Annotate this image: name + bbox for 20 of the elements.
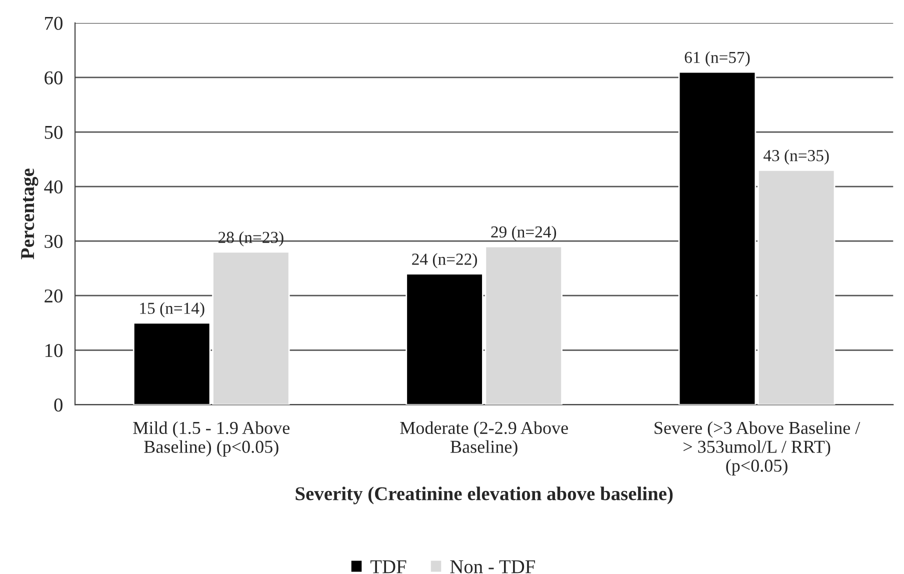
data-label: 24 (n=22) [412,253,477,268]
x-tick-label: Severe (>3 Above Baseline / > 353umol/L / RRT) (p<0.05) [654,421,860,476]
y-tick-label: 20 [44,289,62,303]
y-tick-label: 70 [45,16,62,30]
y-tick-label: 60 [44,71,62,84]
legend-label: TDF [370,560,406,574]
x-axis-title: Severity (Creatinine elevation above baseline) [296,486,673,504]
data-label: 61 (n=57) [684,51,750,66]
y-tick-label: 40 [44,180,62,194]
x-tick-label: Mild (1.5 - 1.9 Above Baseline) (p<0.05) [133,421,290,457]
data-label: 43 (n=35) [764,150,829,165]
data-label: 29 (n=24) [491,226,556,241]
y-tick-label: 0 [54,398,62,412]
legend-label: Non - TDF [450,560,535,574]
y-tick-label: 10 [45,344,62,358]
y-axis-title: Percentage [21,168,38,260]
y-tick-label: 30 [44,234,62,248]
data-label: 15 (n=14) [140,302,204,318]
y-tick-label: 50 [44,126,62,139]
x-tick-label: Moderate (2-2.9 Above Baseline) [400,421,568,457]
